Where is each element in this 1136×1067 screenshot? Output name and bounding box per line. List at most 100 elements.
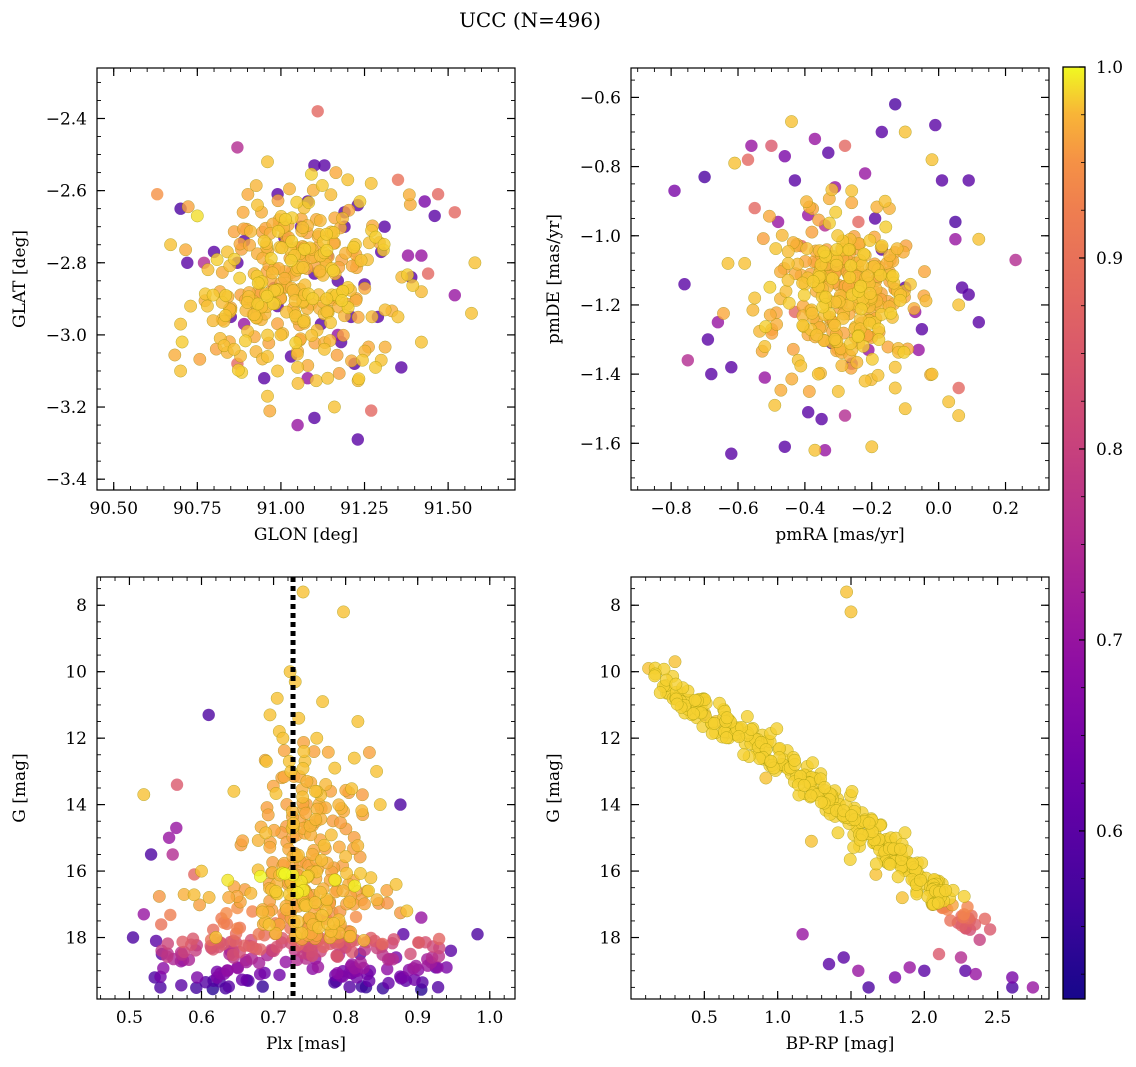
data-point [195, 864, 208, 878]
data-point [822, 216, 836, 230]
data-point [256, 980, 269, 993]
data-point [253, 869, 267, 883]
data-point [348, 879, 362, 893]
data-point [732, 730, 746, 744]
y-tick-label: 16 [65, 862, 87, 882]
data-point [315, 853, 329, 867]
data-point [855, 828, 869, 842]
data-point [400, 904, 414, 918]
data-point [431, 188, 445, 201]
data-point [308, 896, 322, 910]
data-point [332, 366, 346, 380]
data-point [737, 748, 751, 762]
data-point [181, 200, 195, 214]
data-point [404, 947, 417, 961]
data-point [720, 711, 734, 725]
data-point [845, 809, 859, 823]
data-point [681, 354, 694, 367]
data-point [763, 308, 777, 322]
data-point [358, 281, 372, 295]
data-point [868, 212, 882, 225]
data-point [414, 335, 428, 349]
data-point [898, 125, 912, 139]
data-point [786, 342, 800, 356]
y-tick-label: 18 [65, 929, 87, 949]
y-tick-label: 12 [599, 729, 621, 749]
data-point [788, 174, 802, 187]
major-ticks [631, 577, 1049, 999]
data-point [728, 156, 742, 170]
data-point [825, 183, 839, 197]
data-point [260, 289, 274, 303]
data-point [353, 195, 367, 209]
data-point [369, 360, 382, 374]
data-point [907, 302, 921, 316]
y-axis-label: GLAT [deg] [10, 230, 30, 328]
data-point [865, 352, 879, 366]
panel-bprp-g: 0.5 1.0 1.5 2.0 2.5 8 10 12 14 16 18 BP-RP [mag] G [… [544, 576, 1050, 1054]
y-tick-label: −3.0 [46, 326, 87, 346]
data-point [805, 225, 819, 239]
data-point [278, 271, 292, 285]
data-point [243, 238, 257, 252]
data-point [925, 153, 939, 167]
data-point [378, 340, 392, 354]
data-point [738, 256, 752, 270]
data-point [259, 754, 273, 768]
data-point [236, 834, 250, 848]
data-point [648, 669, 662, 683]
data-point [255, 905, 269, 919]
data-point [840, 585, 854, 599]
data-point [925, 367, 939, 381]
data-point [448, 289, 461, 302]
data-point [244, 886, 258, 900]
data-point [878, 194, 892, 208]
data-point [273, 968, 286, 982]
data-point [879, 220, 893, 234]
data-point [800, 195, 813, 209]
data-point [758, 371, 771, 384]
data-point [845, 184, 859, 198]
x-tick-label: 91.00 [257, 499, 306, 519]
data-point [285, 235, 299, 248]
data-point [269, 787, 283, 800]
data-point [270, 940, 283, 954]
data-point [321, 371, 335, 385]
data-point [317, 342, 331, 356]
data-point [271, 194, 285, 208]
x-tick-label: 0.0 [925, 499, 952, 519]
y-tick-label: 8 [76, 596, 87, 616]
y-axis-label: G [mag] [10, 753, 30, 822]
data-point [231, 922, 244, 935]
colorbar-tick-label: 0.8 [1096, 440, 1123, 460]
x-tick-label: 0.8 [332, 1008, 359, 1028]
data-point [972, 316, 985, 329]
data-point [973, 933, 986, 946]
data-point [365, 404, 378, 417]
y-tick-label: −2.8 [46, 254, 87, 274]
data-point [370, 764, 384, 778]
data-point [804, 789, 818, 803]
data-point [418, 195, 431, 208]
data-point [382, 976, 395, 990]
data-point [340, 866, 354, 880]
data-point [228, 252, 241, 266]
x-tick-label: 0.9 [404, 1008, 431, 1028]
data-point [1026, 981, 1040, 994]
data-point [341, 173, 355, 187]
data-point [201, 263, 215, 277]
data-point [806, 756, 820, 770]
data-point [137, 908, 150, 921]
x-tick-label: 1.0 [764, 1008, 791, 1028]
data-point [822, 957, 836, 971]
scatter-points [151, 105, 482, 446]
data-point [264, 252, 278, 266]
data-point [209, 931, 223, 944]
data-point [370, 893, 384, 907]
data-point [886, 269, 900, 283]
data-point [753, 752, 767, 766]
data-point [166, 848, 179, 861]
data-point [913, 873, 927, 887]
data-point [381, 962, 394, 976]
data-point [191, 971, 204, 984]
